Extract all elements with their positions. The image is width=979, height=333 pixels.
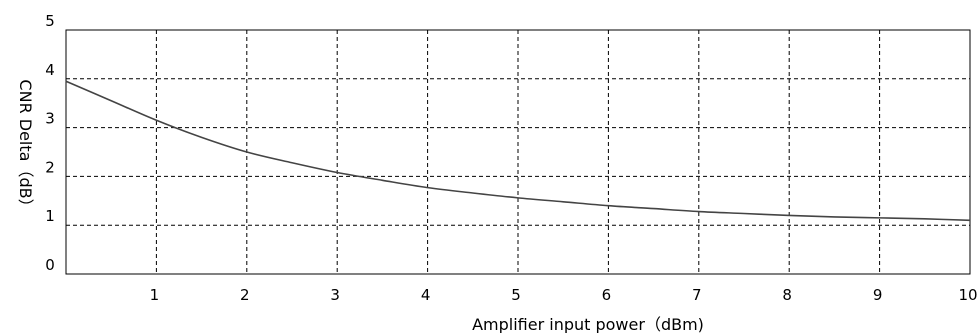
- x-tick-label: 2: [240, 286, 250, 304]
- x-tick-label: 10: [958, 286, 977, 304]
- y-tick-label: 1: [45, 207, 55, 225]
- x-axis-label: Amplifier input power（dBm): [472, 315, 704, 333]
- x-axis-ticks: 1 2 3 4 5 6 7 8 9 10: [150, 286, 978, 304]
- y-tick-label: 0: [45, 256, 55, 274]
- y-axis-label: CNR Delta（dB）: [16, 79, 35, 214]
- x-tick-label: 3: [330, 286, 340, 304]
- grid-lines: [66, 30, 970, 274]
- x-tick-label: 7: [692, 286, 702, 304]
- y-tick-label: 2: [45, 158, 55, 176]
- y-axis-ticks: 0 1 2 3 4 5: [45, 12, 55, 274]
- x-tick-label: 4: [421, 286, 431, 304]
- y-tick-label: 4: [45, 61, 55, 79]
- y-tick-label: 3: [45, 110, 55, 128]
- x-tick-label: 9: [873, 286, 883, 304]
- y-tick-label: 5: [45, 12, 55, 30]
- x-tick-label: 8: [782, 286, 792, 304]
- series-line: [65, 80, 971, 222]
- x-tick-label: 5: [511, 286, 521, 304]
- x-tick-label: 1: [150, 286, 160, 304]
- x-tick-label: 6: [602, 286, 612, 304]
- plot-frame: [65, 29, 971, 275]
